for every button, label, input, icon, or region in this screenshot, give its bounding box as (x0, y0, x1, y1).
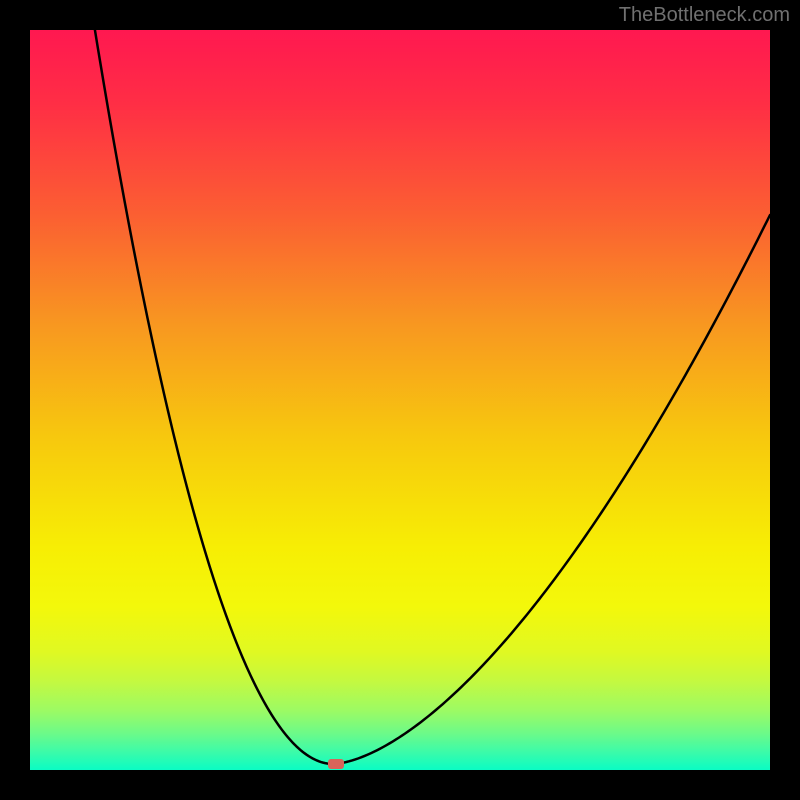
curve-svg (30, 30, 770, 770)
dip-marker (328, 759, 344, 769)
plot-area (30, 30, 770, 770)
watermark-text: TheBottleneck.com (619, 4, 790, 27)
bottleneck-curve (86, 30, 771, 764)
